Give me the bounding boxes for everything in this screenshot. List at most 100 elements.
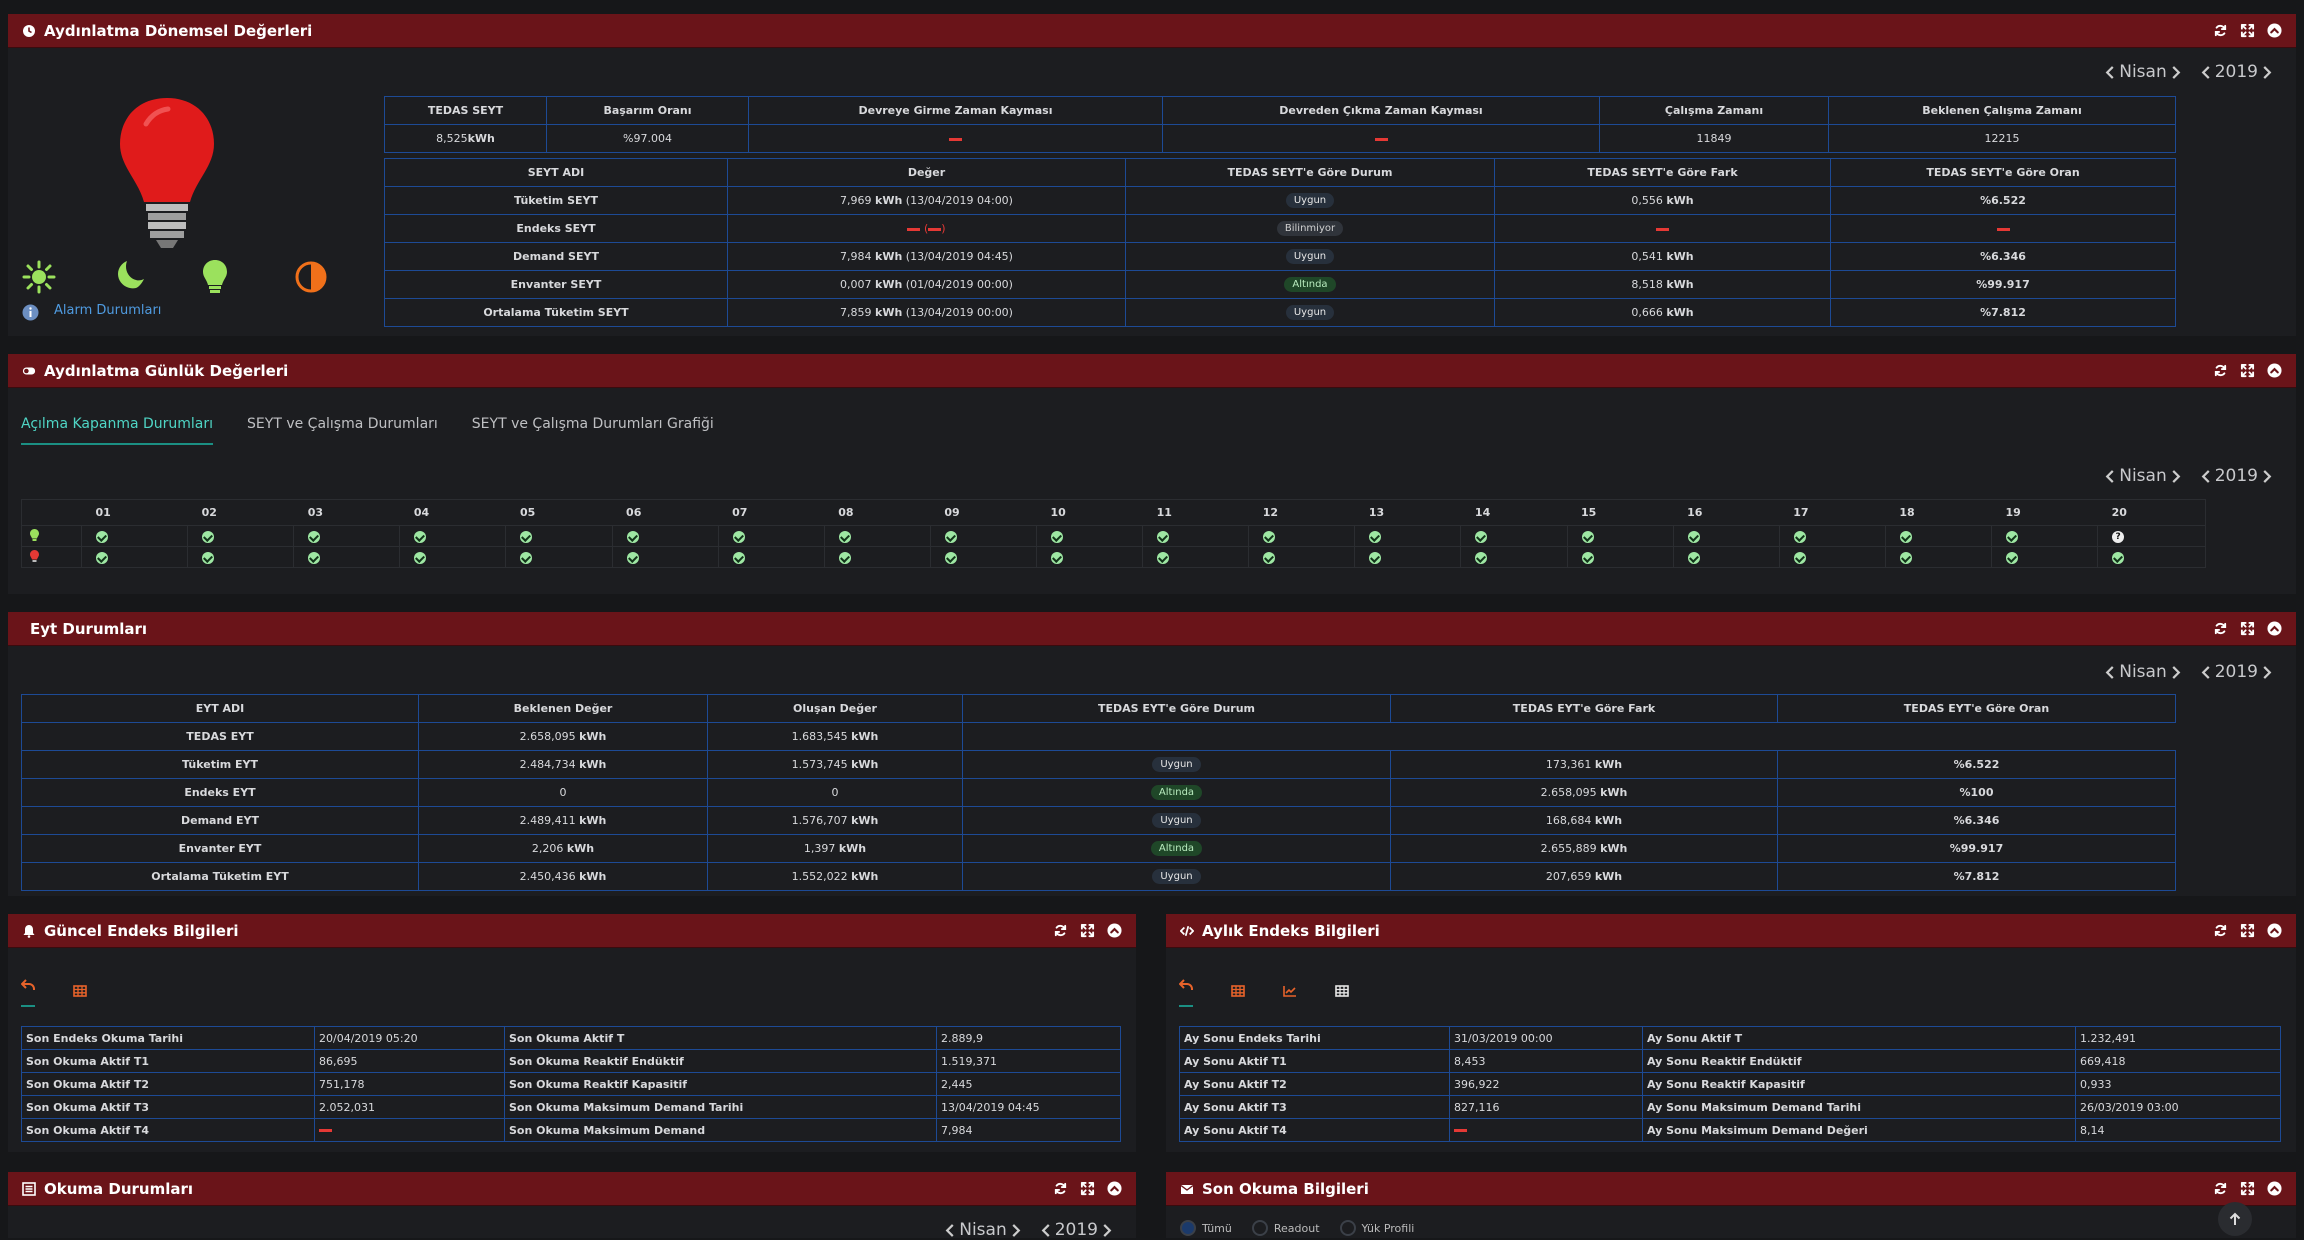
day-on-status bbox=[1990, 525, 2099, 547]
radio-readout[interactable]: Readout bbox=[1251, 1220, 1320, 1236]
chevron-left-icon[interactable] bbox=[945, 1224, 955, 1237]
expand-icon[interactable] bbox=[1080, 1181, 1095, 1196]
alarm-states-link[interactable]: Alarm Durumları bbox=[54, 303, 162, 318]
th-devreden: Devreden Çıkma Zaman Kayması bbox=[1162, 96, 1600, 125]
expand-icon[interactable] bbox=[2240, 923, 2255, 938]
refresh-icon[interactable] bbox=[2213, 23, 2228, 38]
eyt-title: Eyt Durumları bbox=[30, 619, 148, 638]
check-icon bbox=[1687, 551, 1700, 564]
day-header-08: 08 bbox=[824, 499, 931, 526]
day-header-17: 17 bbox=[1779, 499, 1886, 526]
status-badge: Altında bbox=[1150, 785, 1203, 800]
tab-table[interactable] bbox=[73, 982, 87, 1001]
day-header-14: 14 bbox=[1460, 499, 1568, 526]
expand-icon[interactable] bbox=[2240, 23, 2255, 38]
day-off-status bbox=[611, 546, 719, 568]
info-icon[interactable] bbox=[22, 304, 39, 321]
chevron-left-icon[interactable] bbox=[2201, 66, 2211, 79]
chevron-left-icon[interactable] bbox=[2105, 66, 2115, 79]
chevron-right-icon[interactable] bbox=[1102, 1224, 1112, 1237]
table-row: Envanter EYT 2,206 kWh 1,397 kWh Altında… bbox=[21, 834, 2176, 863]
chevron-right-icon[interactable] bbox=[2171, 66, 2181, 79]
refresh-icon[interactable] bbox=[1053, 923, 1068, 938]
collapse-icon[interactable] bbox=[1107, 1181, 1122, 1196]
devreden-value bbox=[1162, 124, 1600, 153]
tab-seyt-calisma-grafik[interactable]: SEYT ve Çalışma Durumları Grafiği bbox=[471, 416, 714, 432]
okuma-title: Okuma Durumları bbox=[44, 1179, 194, 1198]
guncel-title: Güncel Endeks Bilgileri bbox=[44, 921, 239, 940]
check-icon bbox=[414, 551, 427, 564]
periodic-panel: Aydınlatma Dönemsel Değerleri Nisan 2019 bbox=[8, 14, 2296, 336]
day-off-status bbox=[399, 546, 507, 568]
tab-seyt-calisma[interactable]: SEYT ve Çalışma Durumları bbox=[247, 416, 438, 432]
collapse-icon[interactable] bbox=[2267, 1181, 2282, 1196]
chevron-right-icon[interactable] bbox=[2171, 666, 2181, 679]
collapse-icon[interactable] bbox=[2267, 621, 2282, 636]
daily-title: Aydınlatma Günlük Değerleri bbox=[44, 361, 289, 380]
check-icon bbox=[1157, 530, 1170, 543]
chevron-right-icon[interactable] bbox=[1011, 1224, 1021, 1237]
day-on-status bbox=[717, 525, 825, 547]
status-badge: Uygun bbox=[1152, 757, 1201, 772]
refresh-icon[interactable] bbox=[2213, 621, 2228, 636]
check-icon bbox=[520, 551, 533, 564]
th-devreye: Devreye Girme Zaman Kayması bbox=[748, 96, 1163, 125]
expand-icon[interactable] bbox=[2240, 621, 2255, 636]
tab-reply[interactable] bbox=[1178, 976, 1193, 1007]
status-badge: Uygun bbox=[1285, 305, 1335, 320]
chevron-left-icon[interactable] bbox=[2201, 666, 2211, 679]
collapse-icon[interactable] bbox=[2267, 923, 2282, 938]
day-off-status bbox=[80, 546, 189, 568]
day-header-05: 05 bbox=[505, 499, 613, 526]
tab-reply[interactable] bbox=[20, 976, 35, 1007]
collapse-icon[interactable] bbox=[2267, 363, 2282, 378]
refresh-icon[interactable] bbox=[2213, 923, 2228, 938]
chevron-left-icon[interactable] bbox=[2201, 470, 2211, 483]
daily-row-icon-header bbox=[21, 499, 82, 526]
expand-icon[interactable] bbox=[1080, 923, 1095, 938]
radio-tumu[interactable]: Tümü bbox=[1180, 1220, 1232, 1236]
aylik-tabs bbox=[1178, 976, 1349, 1007]
expand-icon[interactable] bbox=[2240, 1181, 2255, 1196]
tab-chart[interactable] bbox=[1283, 982, 1297, 1001]
day-on-status bbox=[1248, 525, 1356, 547]
radio-yuk-profili[interactable]: Yük Profili bbox=[1339, 1220, 1414, 1236]
son-okuma-title: Son Okuma Bilgileri bbox=[1202, 1179, 1369, 1198]
eyt-panel: Eyt Durumları Nisan 2019 EYT ADI Beklene… bbox=[8, 612, 2296, 896]
th-eyt-fark: TEDAS EYT'e Göre Fark bbox=[1390, 694, 1778, 723]
table-row: Ortalama Tüketim SEYT 7,859 kWh (13/04/2… bbox=[384, 298, 2176, 327]
day-off-status bbox=[1566, 546, 1674, 568]
chevron-right-icon[interactable] bbox=[2262, 666, 2272, 679]
day-on-status bbox=[1566, 525, 1674, 547]
table-row: Son Okuma Aktif T4 Son Okuma Maksimum Dem… bbox=[21, 1118, 1121, 1142]
refresh-icon[interactable] bbox=[1053, 1181, 1068, 1196]
chevron-left-icon[interactable] bbox=[2105, 470, 2115, 483]
chevron-left-icon[interactable] bbox=[2105, 666, 2115, 679]
check-icon bbox=[838, 551, 851, 564]
expand-icon[interactable] bbox=[2240, 363, 2255, 378]
toggle-icon bbox=[22, 367, 36, 374]
unknown-icon: ? bbox=[2112, 530, 2125, 543]
eyt-period-nav: Nisan 2019 bbox=[2105, 662, 2272, 682]
eyt-header: Eyt Durumları bbox=[8, 612, 2296, 646]
tab-acilma-kapanma[interactable]: Açılma Kapanma Durumları bbox=[21, 416, 214, 445]
chevron-right-icon[interactable] bbox=[2262, 66, 2272, 79]
month-label: Nisan bbox=[2119, 662, 2167, 682]
daily-period-nav: Nisan 2019 bbox=[2105, 466, 2272, 486]
chevron-right-icon[interactable] bbox=[2262, 470, 2272, 483]
tab-table[interactable] bbox=[1231, 982, 1245, 1001]
scroll-to-top-button[interactable] bbox=[2218, 1202, 2252, 1236]
table-row: Demand SEYT 7,984 kWh (13/04/2019 04:45)… bbox=[384, 242, 2176, 271]
th-seyt-adi: SEYT ADI bbox=[384, 158, 728, 187]
collapse-icon[interactable] bbox=[2267, 23, 2282, 38]
refresh-icon[interactable] bbox=[2213, 363, 2228, 378]
chevron-left-icon[interactable] bbox=[1041, 1224, 1051, 1237]
th-eyt-oran: TEDAS EYT'e Göre Oran bbox=[1777, 694, 2176, 723]
day-header-03: 03 bbox=[293, 499, 400, 526]
th-beklenen-deger: Beklenen Değer bbox=[418, 694, 708, 723]
refresh-icon[interactable] bbox=[2213, 1181, 2228, 1196]
chevron-right-icon[interactable] bbox=[2171, 470, 2181, 483]
tab-grid[interactable] bbox=[1335, 982, 1349, 1001]
collapse-icon[interactable] bbox=[1107, 923, 1122, 938]
daily-panel: Aydınlatma Günlük Değerleri Açılma Kapan… bbox=[8, 354, 2296, 594]
